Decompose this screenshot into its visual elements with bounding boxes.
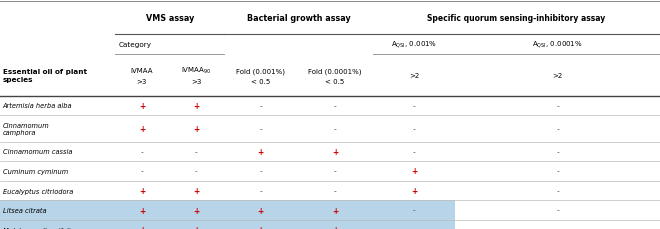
Text: Bacterial growth assay: Bacterial growth assay [247, 14, 350, 23]
Text: +: + [193, 124, 199, 133]
Text: -: - [556, 225, 559, 229]
Text: Fold (0.0001%): Fold (0.0001%) [308, 68, 362, 74]
Text: A$_{\mathregular{QSI}}$, 0.0001%: A$_{\mathregular{QSI}}$, 0.0001% [533, 39, 583, 50]
Text: A$_{\mathregular{QSI}}$, 0.001%: A$_{\mathregular{QSI}}$, 0.001% [391, 39, 438, 50]
Text: >2: >2 [409, 73, 419, 79]
Text: -: - [556, 206, 559, 215]
Text: +: + [332, 206, 338, 215]
Text: < 0.5: < 0.5 [251, 78, 271, 84]
Text: Cuminum cyminum: Cuminum cyminum [3, 168, 68, 174]
Text: -: - [333, 124, 337, 133]
Text: +: + [332, 147, 338, 156]
Text: -: - [141, 167, 143, 176]
Text: -: - [259, 186, 262, 195]
Text: -: - [412, 225, 416, 229]
Text: +: + [411, 186, 417, 195]
Text: Eucalyptus citriodora: Eucalyptus citriodora [3, 188, 73, 194]
Bar [0, 220, 455, 229]
Text: +: + [193, 225, 199, 229]
Text: Essential oil of plant
species: Essential oil of plant species [3, 69, 86, 82]
Bar [0, 200, 455, 220]
Text: +: + [139, 186, 145, 195]
Text: -: - [556, 124, 559, 133]
Text: -: - [259, 124, 262, 133]
Text: -: - [556, 147, 559, 156]
Text: -: - [259, 101, 262, 110]
Text: -: - [333, 186, 337, 195]
Text: -: - [195, 167, 198, 176]
Text: iVMAA$_{\mathregular{90}}$: iVMAA$_{\mathregular{90}}$ [181, 66, 212, 76]
Text: +: + [332, 225, 338, 229]
Text: +: + [193, 206, 199, 215]
Text: Cinnamomum
camphora: Cinnamomum camphora [3, 122, 49, 135]
Text: +: + [139, 206, 145, 215]
Text: -: - [141, 147, 143, 156]
Text: Fold (0.001%): Fold (0.001%) [236, 68, 285, 74]
Text: +: + [193, 101, 199, 110]
Text: +: + [257, 147, 264, 156]
Text: < 0.5: < 0.5 [325, 78, 345, 84]
Text: -: - [333, 101, 337, 110]
Text: +: + [193, 186, 199, 195]
Text: -: - [412, 124, 416, 133]
Text: -: - [412, 206, 416, 215]
Text: Melaleuca alternifolia: Melaleuca alternifolia [3, 226, 74, 229]
Text: -: - [412, 101, 416, 110]
Text: Cinnamomum cassia: Cinnamomum cassia [3, 149, 72, 155]
Text: -: - [556, 186, 559, 195]
Text: +: + [411, 167, 417, 176]
Text: >2: >2 [552, 73, 563, 79]
Text: VMS assay: VMS assay [146, 14, 194, 23]
Text: +: + [139, 101, 145, 110]
Text: +: + [257, 206, 264, 215]
Text: -: - [333, 167, 337, 176]
Text: -: - [259, 167, 262, 176]
Text: -: - [412, 147, 416, 156]
Text: +: + [139, 225, 145, 229]
Text: -: - [556, 167, 559, 176]
Text: >3: >3 [137, 78, 147, 84]
Text: Artemisia herba alba: Artemisia herba alba [3, 103, 72, 109]
Text: Category: Category [118, 42, 151, 48]
Text: -: - [556, 101, 559, 110]
Text: -: - [195, 147, 198, 156]
Text: iVMAA: iVMAA [131, 68, 153, 74]
Text: >3: >3 [191, 78, 201, 84]
Text: +: + [139, 124, 145, 133]
Text: +: + [257, 225, 264, 229]
Text: Litsea citrata: Litsea citrata [3, 207, 46, 213]
Text: Specific quorum sensing-inhibitory assay: Specific quorum sensing-inhibitory assay [427, 14, 606, 23]
